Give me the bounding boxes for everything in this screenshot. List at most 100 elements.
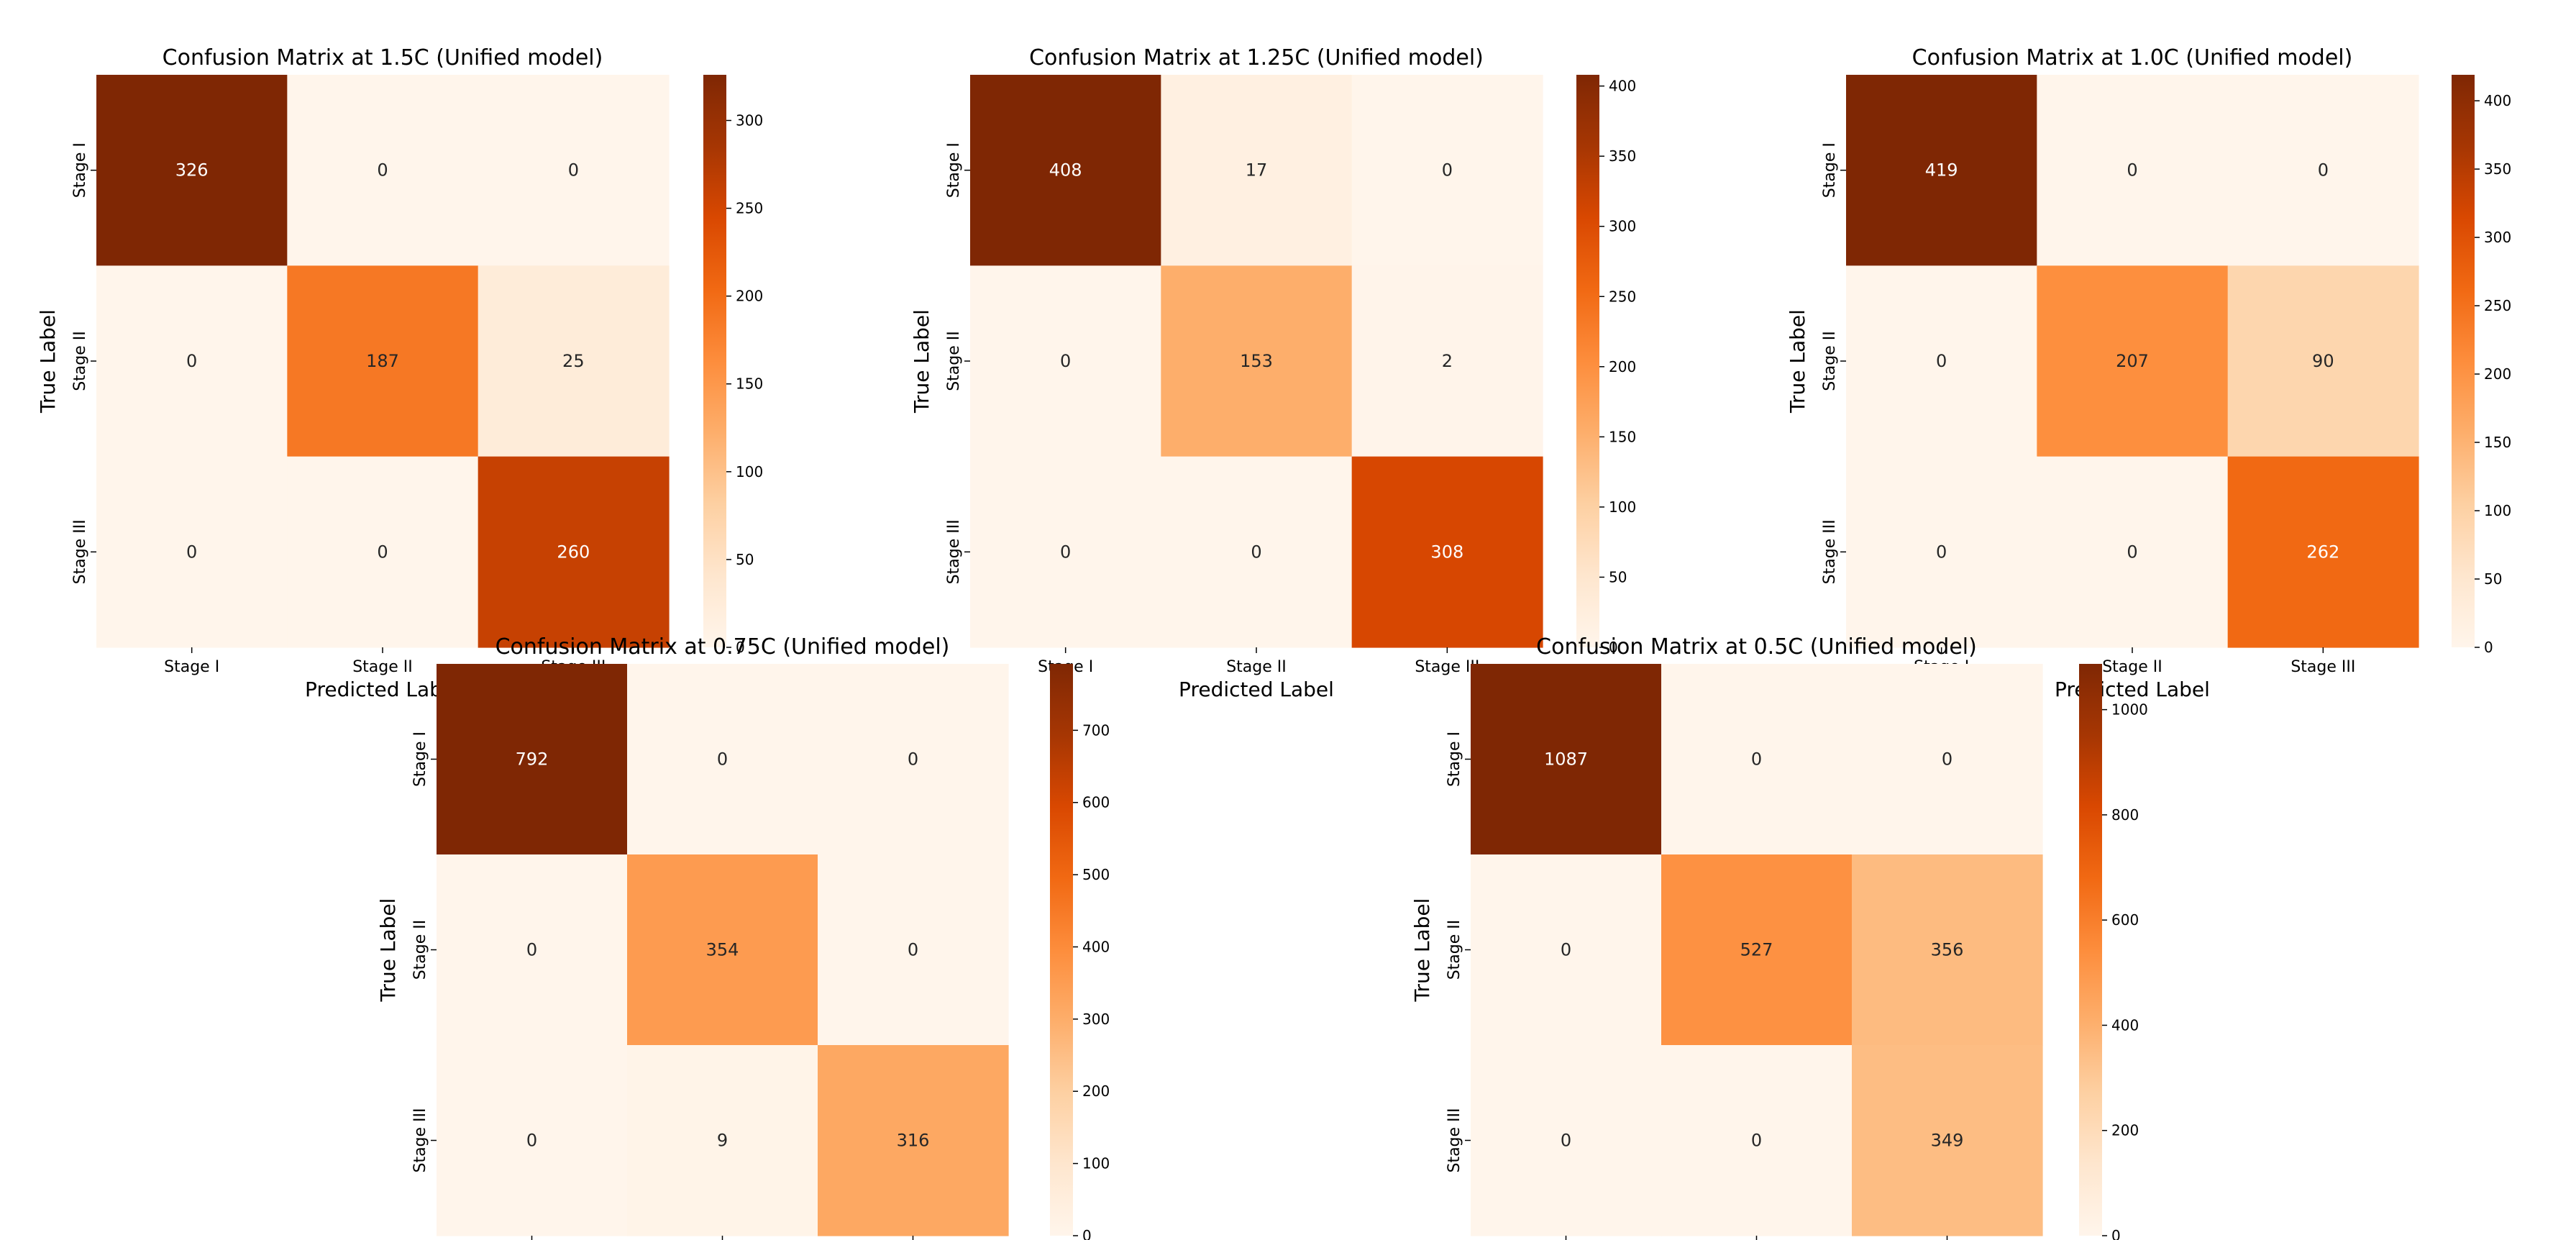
y-axis-label: True Label [1786,309,1809,414]
heatmap-cell [2037,75,2229,266]
y-tick-label: Stage II [1821,331,1839,391]
heatmap-cell [1471,854,1662,1046]
colorbar-tick-label: 350 [1609,147,1636,165]
colorbar-tick-label: 350 [2484,160,2511,178]
heatmap-cell [96,75,288,266]
heatmap-cell [2227,75,2419,266]
heatmap-cell [2037,456,2229,648]
heatmap-cell [970,265,1161,457]
cell-value-label: 0 [526,1131,537,1151]
cell-value-label: 153 [1240,351,1273,371]
colorbar-tick-label: 100 [2484,502,2511,519]
heatmap-cell [478,456,670,648]
y-tick-label: Stage II [411,920,429,980]
colorbar-tick-label: 0 [1082,1227,1092,1240]
x-axis-label: Predicted Label [305,678,460,701]
heatmap-cell [627,664,818,855]
cell-value-label: 2 [1442,351,1453,371]
y-tick-label: Stage III [945,519,963,584]
heatmap-cell [1661,1045,1853,1236]
y-tick-label: Stage II [945,331,963,391]
cell-value-label: 349 [1931,1131,1964,1151]
cell-value-label: 0 [717,749,728,770]
colorbar-tick-label: 50 [1609,568,1627,585]
cell-value-label: 1087 [1544,749,1588,770]
y-tick-label: Stage III [1445,1108,1463,1172]
colorbar-tick-label: 0 [736,639,745,656]
colorbar-tick-label: 500 [1082,866,1110,883]
heatmap-cell [478,75,670,266]
colorbar-tick-label: 100 [1609,498,1636,516]
colorbar-tick-label: 600 [1082,794,1110,811]
heatmap-cell [2227,265,2419,457]
chart-title: Confusion Matrix at 0.5C (Unified model) [1536,634,1977,660]
y-tick-label: Stage II [71,331,89,391]
cell-value-label: 792 [516,749,549,770]
colorbar-tick-label: 600 [2111,911,2139,929]
y-tick-label: Stage III [71,519,89,584]
y-tick-label: Stage I [945,142,963,198]
heatmap-cell [818,854,1009,1046]
cell-value-label: 0 [1060,351,1071,371]
heatmap-cell [818,1045,1009,1236]
heatmap-cell [627,854,818,1046]
x-axis-label: Predicted Label [1179,678,1334,701]
cell-value-label: 0 [1442,160,1453,181]
colorbar [1050,664,1073,1236]
cell-value-label: 0 [377,160,388,181]
chart-title: Confusion Matrix at 1.5C (Unified model) [163,45,603,70]
colorbar-tick-label: 150 [1609,428,1636,445]
colorbar-tick-label: 300 [1082,1011,1110,1028]
cell-value-label: 0 [2318,160,2329,181]
heatmap-cell [287,456,479,648]
heatmap-cell [2227,456,2419,648]
heatmap-cell [1351,265,1543,457]
colorbar-tick-label: 1000 [2111,701,2148,719]
chart-title: Confusion Matrix at 1.0C (Unified model) [1912,45,2353,70]
cell-value-label: 0 [1561,940,1571,960]
y-tick-label: Stage I [1445,731,1463,787]
colorbar-tick-label: 300 [2484,229,2511,246]
colorbar [2079,664,2102,1236]
confusion-matrix-3: 419 0 0 0 207 90 0 0 262 Confusion Matrix at 1.0C… [1786,45,2511,701]
chart-title: Confusion Matrix at 0.75C (Unified model… [495,634,950,660]
cell-value-label: 0 [1060,542,1071,562]
heatmap-cell [1852,854,2043,1046]
cell-value-label: 0 [1561,1131,1571,1151]
heatmap-cell [1852,664,2043,855]
heatmap-cell [818,664,1009,855]
heatmap-cell [627,1045,818,1236]
cell-value-label: 308 [1430,542,1463,562]
colorbar [703,75,726,647]
colorbar-tick-label: 150 [736,375,763,393]
cell-value-label: 0 [186,542,197,562]
heatmap-cell [437,854,628,1046]
y-tick-label: Stage III [1821,519,1839,584]
cell-value-label: 0 [1751,1131,1762,1151]
y-tick-label: Stage III [411,1108,429,1172]
confusion-matrix-4: 792 0 0 0 354 0 0 9 316 Confusion Matrix at 0.75C… [376,634,1110,1240]
y-axis-label: True Label [376,898,400,1003]
heatmap-cell [1661,854,1853,1046]
colorbar-tick-label: 150 [2484,434,2511,451]
heatmap-cell [437,664,628,855]
cell-value-label: 207 [2116,351,2149,371]
cell-value-label: 9 [717,1131,728,1151]
heatmap-cell [1846,265,2037,457]
cell-value-label: 260 [557,542,590,562]
colorbar-tick-label: 200 [2111,1122,2139,1139]
colorbar-tick-label: 300 [1609,218,1636,235]
colorbar-tick-label: 100 [736,463,763,480]
colorbar-tick-label: 300 [736,111,763,129]
cell-value-label: 187 [366,351,399,371]
cell-value-label: 0 [1251,542,1261,562]
heatmap-cell [1846,75,2037,266]
cell-value-label: 0 [1751,749,1762,770]
chart-title: Confusion Matrix at 1.25C (Unified model… [1029,45,1484,70]
cell-value-label: 17 [1246,160,1268,181]
heatmap-cell [437,1045,628,1236]
y-tick-label: Stage II [1445,920,1463,980]
cell-value-label: 262 [2306,542,2339,562]
y-axis-label: True Label [910,309,933,414]
x-tick-label: Stage III [2290,658,2355,676]
